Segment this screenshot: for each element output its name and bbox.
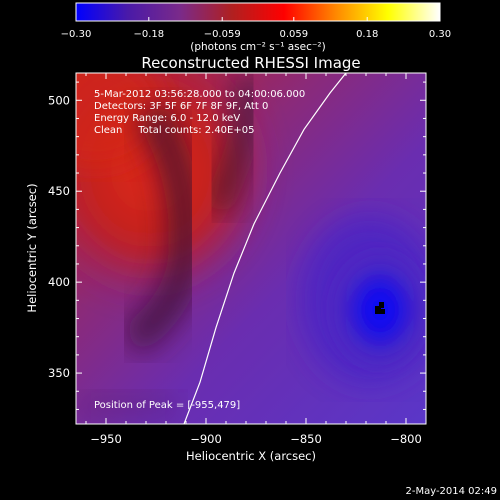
solar-limb-line: [183, 73, 347, 424]
colorbar-tick-label: −0.18: [133, 29, 164, 40]
colorbar-tick-label: 0.30: [429, 29, 451, 40]
x-tick-label: −950: [90, 432, 122, 446]
annotation-line-2: Detectors: 3F 5F 6F 7F 8F 9F, Att 0: [94, 101, 268, 112]
colorbar-tick-label: −0.30: [61, 29, 92, 40]
y-axis-ticks: 350 400 450 500: [48, 81, 426, 410]
annotation-line-1: 5-Mar-2012 03:56:28.000 to 04:00:06.000: [94, 89, 305, 100]
plot-frame: [75, 72, 427, 425]
chart-title: Reconstructed RHESSI Image: [141, 54, 360, 72]
x-axis-label: Heliocentric X (arcsec): [186, 449, 316, 463]
colorbar-tick-label: −0.059: [204, 29, 241, 40]
annotation-block: 5-Mar-2012 03:56:28.000 to 04:00:06.000 …: [94, 89, 305, 136]
x-axis-ticks: −950 −900 −850 −800: [85, 73, 427, 446]
colorbar-ticks: −0.30 −0.18 −0.059 0.059 0.18 0.30: [61, 17, 451, 40]
y-tick-label: 400: [48, 275, 70, 289]
x-tick-label: −850: [290, 432, 322, 446]
colorbar-unit: (photons cm⁻² s⁻¹ asec⁻²): [190, 41, 325, 53]
y-tick-label: 450: [48, 184, 70, 198]
annotation-line-4: Clean Total counts: 2.40E+05: [94, 125, 254, 136]
x-tick-label: −800: [390, 432, 422, 446]
footer-date: 2-May-2014 02:49: [405, 486, 497, 497]
x-tick-label: −900: [190, 432, 222, 446]
colorbar-tick-label: 0.059: [279, 29, 308, 40]
y-axis-label: Heliocentric Y (arcsec): [25, 183, 39, 312]
colorbar: [75, 2, 441, 22]
peak-position-label: Position of Peak = [-955,479]: [94, 400, 240, 411]
y-tick-label: 350: [48, 366, 70, 380]
y-tick-label: 500: [48, 93, 70, 107]
annotation-line-3: Energy Range: 6.0 - 12.0 keV: [94, 113, 240, 124]
colorbar-tick-label: 0.18: [356, 29, 378, 40]
heatmap-image: [76, 73, 426, 424]
